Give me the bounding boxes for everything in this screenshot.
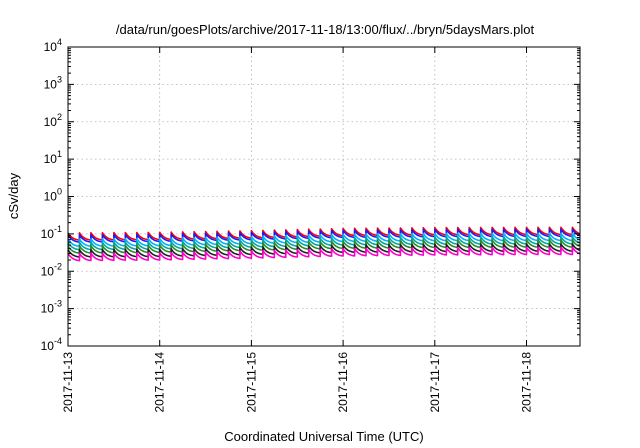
series-line-4 <box>67 236 580 251</box>
y-tick-label: 103 <box>44 74 62 91</box>
axis-ticks: 10-4 10-3 10-2 10-1 100 101 102 103 104 2017-11-1… <box>41 37 580 413</box>
plot-area <box>67 226 580 262</box>
x-axis-label: Coordinated Universal Time (UTC) <box>224 429 423 444</box>
series-line-3 <box>67 232 580 248</box>
x-tick-label: 2017-11-15 <box>244 352 258 413</box>
series-line-5 <box>67 239 580 254</box>
y-tick-label: 102 <box>44 112 62 129</box>
y-tick-label: 101 <box>44 149 62 166</box>
grid-lines <box>68 47 580 346</box>
series-line-7 <box>67 246 580 262</box>
x-tick-label: 2017-11-13 <box>61 352 75 413</box>
x-tick-label: 2017-11-17 <box>428 352 442 413</box>
y-axis-label: cSv/day <box>6 172 21 219</box>
y-tick-label: 10-2 <box>41 261 62 278</box>
y-tick-label: 10-4 <box>41 336 62 353</box>
y-tick-label: 10-1 <box>41 224 62 241</box>
x-tick-label: 2017-11-18 <box>520 352 534 413</box>
x-tick-label: 2017-11-16 <box>336 352 350 413</box>
series-line-6 <box>67 243 580 258</box>
series-line-2 <box>67 228 580 243</box>
chart-title: /data/run/goesPlots/archive/2017-11-18/1… <box>116 22 535 37</box>
y-tick-label: 10-3 <box>41 299 62 316</box>
y-tick-label: 100 <box>44 187 62 204</box>
y-tick-label: 104 <box>44 37 62 54</box>
series-line-1 <box>67 226 580 241</box>
x-tick-label: 2017-11-14 <box>153 352 167 413</box>
